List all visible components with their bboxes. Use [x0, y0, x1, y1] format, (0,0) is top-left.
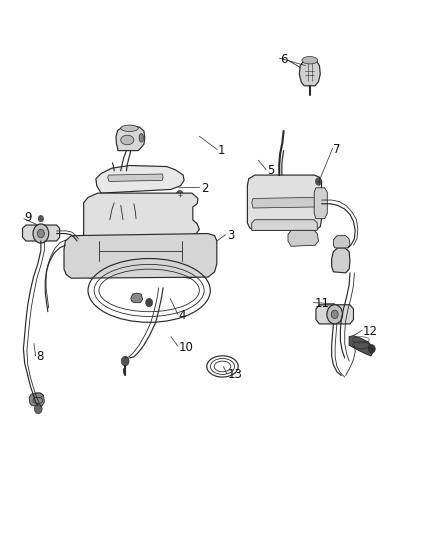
Polygon shape: [252, 197, 316, 208]
Circle shape: [112, 240, 118, 248]
Circle shape: [121, 357, 129, 366]
Polygon shape: [314, 188, 327, 219]
Circle shape: [33, 224, 49, 243]
Circle shape: [331, 310, 338, 319]
Polygon shape: [84, 236, 195, 261]
Polygon shape: [131, 293, 143, 303]
Polygon shape: [108, 174, 163, 181]
Circle shape: [150, 240, 155, 248]
Ellipse shape: [139, 134, 144, 142]
Text: 10: 10: [179, 341, 194, 354]
Polygon shape: [288, 230, 318, 246]
Text: 2: 2: [201, 182, 208, 195]
Ellipse shape: [121, 125, 138, 132]
Polygon shape: [182, 261, 195, 278]
Polygon shape: [252, 220, 317, 230]
Text: 12: 12: [363, 325, 378, 338]
Text: 1: 1: [218, 144, 226, 157]
Circle shape: [112, 251, 118, 259]
Polygon shape: [83, 261, 96, 278]
Polygon shape: [333, 236, 350, 248]
Text: 11: 11: [314, 297, 329, 310]
Text: 3: 3: [227, 229, 234, 242]
Polygon shape: [84, 193, 199, 241]
Circle shape: [37, 229, 44, 238]
Circle shape: [150, 251, 155, 259]
Ellipse shape: [302, 56, 318, 64]
Polygon shape: [349, 336, 373, 356]
Text: 8: 8: [36, 350, 44, 364]
Ellipse shape: [121, 135, 134, 145]
Circle shape: [34, 404, 42, 414]
Polygon shape: [299, 58, 320, 86]
Polygon shape: [116, 126, 145, 151]
Text: 6: 6: [280, 53, 288, 66]
Text: 7: 7: [333, 143, 341, 156]
Text: 4: 4: [179, 309, 186, 322]
Circle shape: [315, 177, 321, 185]
Polygon shape: [247, 175, 321, 230]
Polygon shape: [22, 225, 60, 241]
Polygon shape: [96, 165, 184, 193]
Text: 5: 5: [267, 164, 274, 177]
Polygon shape: [332, 248, 350, 273]
Polygon shape: [29, 393, 44, 406]
Circle shape: [176, 190, 183, 199]
Text: 9: 9: [25, 211, 32, 224]
Circle shape: [38, 215, 43, 222]
Polygon shape: [316, 305, 353, 324]
Circle shape: [146, 298, 152, 307]
Circle shape: [327, 305, 343, 324]
Text: 13: 13: [228, 368, 243, 382]
Circle shape: [368, 345, 375, 353]
Polygon shape: [64, 233, 217, 278]
